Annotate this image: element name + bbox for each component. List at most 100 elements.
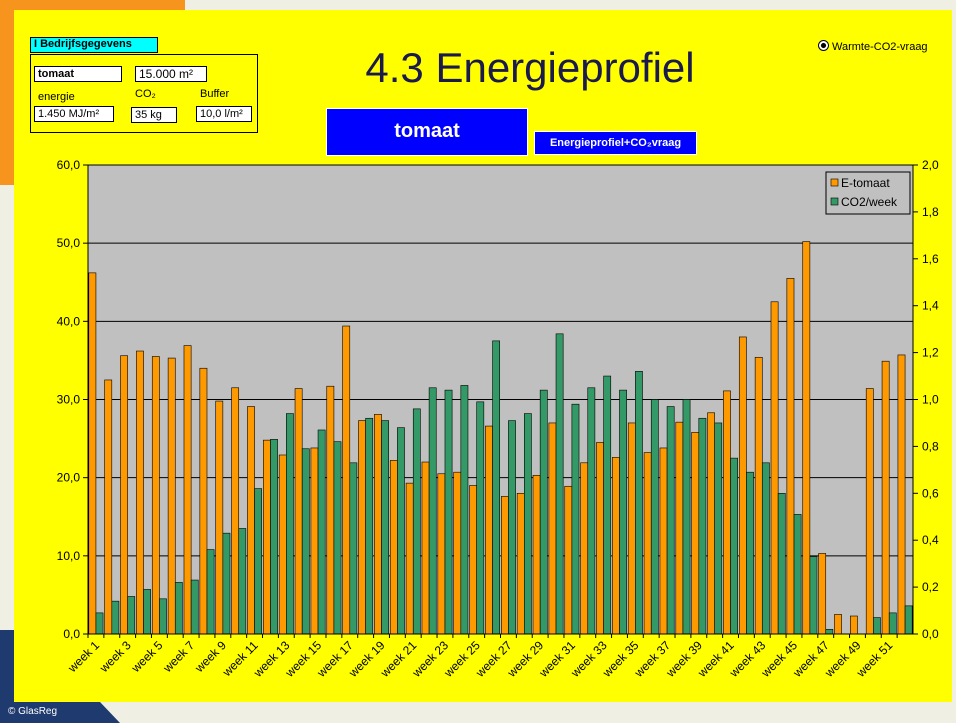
chart-title: 4.3 Energieprofiel bbox=[365, 44, 695, 91]
bar bbox=[421, 461, 430, 635]
bar bbox=[850, 615, 858, 635]
bar bbox=[444, 389, 453, 635]
y2-tick-label: 1,0 bbox=[922, 393, 939, 407]
x-tick-label: week 5 bbox=[128, 638, 166, 676]
y2-tick-label: 2,0 bbox=[922, 158, 939, 172]
buffer-label: Buffer bbox=[200, 88, 230, 100]
y-tick-label: 40,0 bbox=[57, 314, 81, 328]
bar bbox=[714, 422, 723, 635]
bar bbox=[818, 553, 827, 635]
bar bbox=[374, 414, 382, 635]
bar bbox=[596, 442, 604, 635]
bar bbox=[215, 400, 224, 635]
bar bbox=[254, 488, 263, 635]
bar bbox=[206, 549, 215, 635]
y-tick-label: 20,0 bbox=[57, 471, 81, 485]
bar bbox=[159, 598, 167, 635]
bar bbox=[571, 403, 580, 635]
bar bbox=[310, 447, 319, 635]
y-tick-label: 30,0 bbox=[57, 393, 81, 407]
bar bbox=[365, 417, 374, 635]
bar bbox=[659, 447, 668, 635]
x-tick-label: week 3 bbox=[96, 638, 134, 676]
bar bbox=[675, 421, 684, 635]
bar bbox=[723, 390, 731, 635]
legend-swatch bbox=[830, 178, 839, 187]
bar bbox=[492, 340, 501, 635]
bar bbox=[746, 471, 754, 635]
radio-option[interactable]: Warmte-CO2-vraag bbox=[818, 40, 928, 53]
y-tick-label: 60,0 bbox=[57, 158, 81, 172]
legend bbox=[825, 171, 911, 215]
y2-tick-label: 0,2 bbox=[922, 580, 939, 594]
view-button[interactable]: Energieprofiel+CO₂vraag bbox=[534, 131, 697, 155]
co2-field: 35 kg bbox=[131, 107, 177, 123]
bar bbox=[523, 413, 532, 635]
bar bbox=[555, 333, 564, 635]
bar bbox=[167, 357, 176, 635]
bar bbox=[397, 427, 405, 635]
bar bbox=[666, 406, 675, 635]
bar bbox=[263, 439, 271, 635]
bar bbox=[754, 356, 763, 635]
bar bbox=[738, 336, 747, 635]
bar bbox=[635, 371, 643, 635]
bar bbox=[698, 417, 707, 635]
y2-tick-label: 1,2 bbox=[922, 346, 939, 360]
legend-label: E-tomaat bbox=[841, 176, 890, 190]
bar bbox=[539, 389, 548, 635]
bar bbox=[786, 278, 795, 635]
bar bbox=[342, 325, 351, 635]
bar bbox=[460, 385, 469, 635]
y2-tick-label: 0,0 bbox=[922, 627, 939, 641]
bar bbox=[381, 420, 389, 635]
bar bbox=[793, 514, 802, 635]
y2-tick-label: 1,6 bbox=[922, 252, 939, 266]
bar bbox=[707, 412, 715, 635]
bar bbox=[286, 413, 294, 635]
legend-label: CO2/week bbox=[841, 195, 898, 209]
x-tick-label: week 1 bbox=[65, 638, 103, 676]
bar bbox=[469, 485, 478, 635]
y-tick-label: 0,0 bbox=[63, 627, 80, 641]
buffer-field: 10,0 l/m² bbox=[196, 106, 252, 122]
bar bbox=[770, 301, 779, 635]
bar bbox=[643, 452, 652, 635]
bar bbox=[190, 579, 199, 635]
section-heading: I Bedrijfsgegevens bbox=[30, 37, 158, 53]
bar bbox=[199, 367, 208, 635]
bar bbox=[777, 492, 786, 635]
bar bbox=[897, 354, 906, 635]
bar bbox=[873, 617, 881, 635]
copyright: © GlasReg bbox=[8, 706, 58, 717]
bar bbox=[349, 462, 358, 635]
crop-button[interactable]: tomaat bbox=[326, 108, 528, 156]
bar bbox=[405, 482, 414, 635]
bar bbox=[904, 605, 913, 635]
bar bbox=[151, 356, 160, 635]
bar bbox=[270, 439, 278, 635]
bar bbox=[428, 387, 437, 635]
bar bbox=[580, 462, 589, 635]
bar bbox=[453, 471, 462, 635]
bar bbox=[508, 420, 516, 635]
bar bbox=[95, 612, 104, 635]
bar bbox=[278, 454, 287, 635]
bar bbox=[127, 596, 136, 635]
crop-field: tomaat bbox=[34, 66, 122, 82]
x-tick-label: week 7 bbox=[160, 638, 198, 676]
bar bbox=[317, 429, 326, 635]
bar bbox=[730, 457, 738, 635]
y-tick-label: 50,0 bbox=[57, 236, 81, 250]
bar bbox=[222, 532, 231, 635]
bar bbox=[476, 401, 485, 635]
bar bbox=[612, 457, 620, 635]
bar bbox=[761, 462, 770, 635]
y2-tick-label: 1,8 bbox=[922, 205, 939, 219]
bar bbox=[326, 385, 335, 635]
bar bbox=[88, 272, 97, 635]
bar bbox=[809, 556, 818, 635]
bar bbox=[627, 422, 636, 635]
bar bbox=[802, 241, 811, 635]
